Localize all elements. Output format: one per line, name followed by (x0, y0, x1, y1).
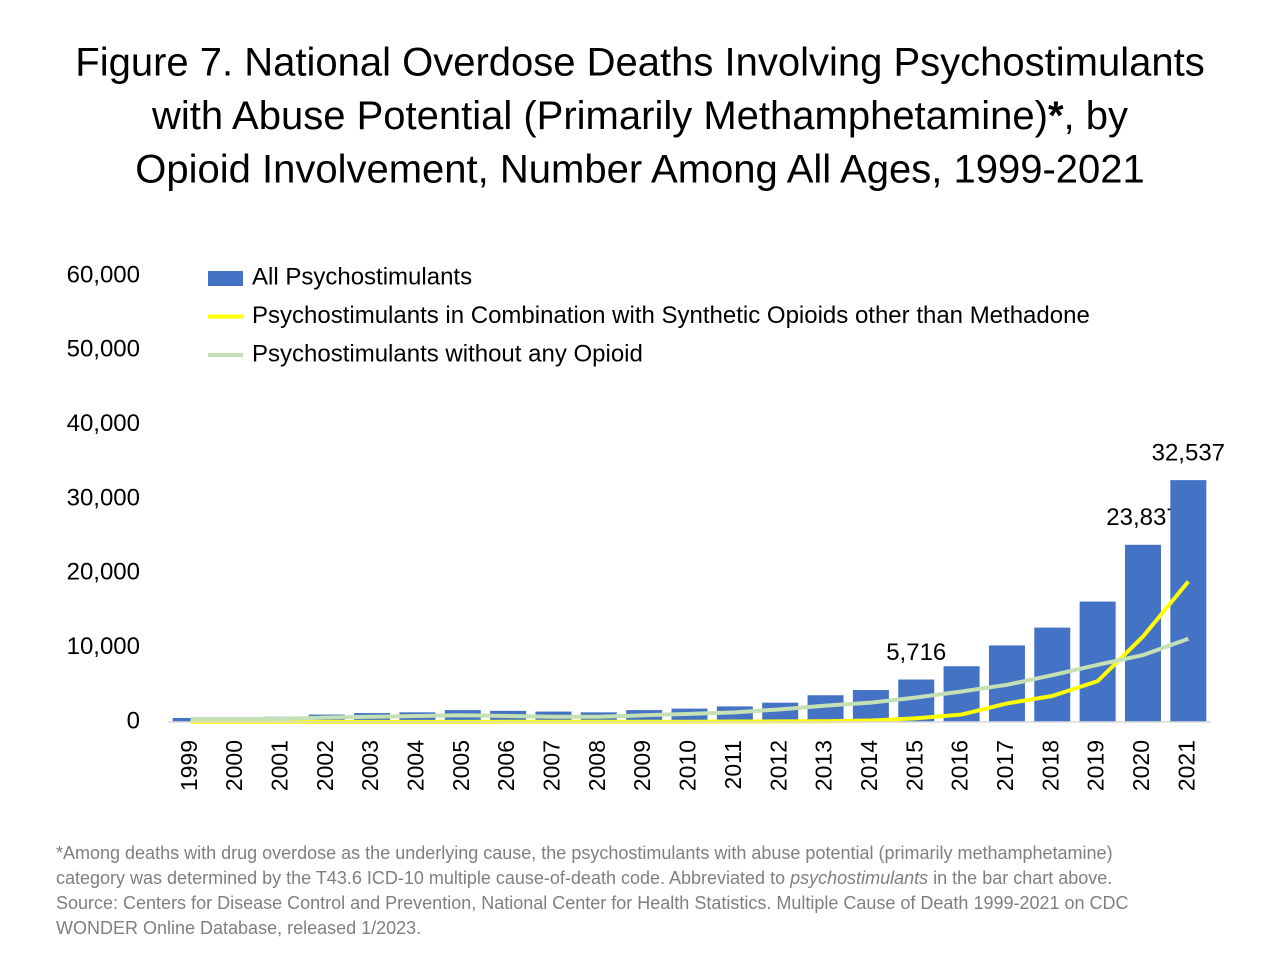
title-asterisk: * (1048, 94, 1064, 138)
x-tick-label: 2013 (811, 740, 837, 791)
data-label: 5,716 (886, 639, 946, 666)
y-tick-label: 20,000 (67, 559, 140, 586)
x-tick-label: 2003 (357, 740, 383, 791)
bar (762, 702, 799, 722)
x-tick-label: 2011 (720, 740, 746, 789)
x-tick-label: 2019 (1083, 740, 1109, 791)
legend-swatch (208, 271, 243, 286)
footnote-part: in the bar chart above. (928, 868, 1112, 888)
y-tick-label: 0 (127, 707, 140, 734)
y-tick-label: 40,000 (67, 410, 140, 437)
x-tick-label: 2002 (312, 740, 338, 791)
x-tick-label: 2014 (856, 740, 882, 791)
x-tick-label: 2020 (1128, 740, 1154, 791)
footnote: *Among deaths with drug overdose as the … (56, 843, 1129, 938)
y-tick-label: 10,000 (67, 633, 140, 660)
x-tick-label: 2009 (629, 740, 655, 791)
footnote-part: category was determined by the T43.6 ICD… (56, 868, 790, 888)
data-label: 32,537 (1152, 439, 1225, 466)
y-tick-label: 60,000 (67, 261, 140, 288)
legend-label: All Psychostimulants (252, 263, 472, 290)
y-tick-label: 30,000 (67, 484, 140, 511)
data-label: 23,837 (1106, 504, 1179, 531)
title-part: with Abuse Potential (Primarily Methamph… (151, 94, 1048, 138)
x-tick-label: 1999 (176, 740, 202, 791)
title-part: , by (1064, 94, 1128, 138)
x-tick-label: 2001 (266, 740, 292, 791)
x-tick-label: 2018 (1037, 740, 1063, 791)
footnote-line: *Among deaths with drug overdose as the … (56, 843, 1113, 863)
x-tick-label: 2021 (1173, 740, 1199, 791)
x-tick-label: 2012 (765, 740, 791, 791)
line (190, 636, 1190, 722)
x-tick-label: 2006 (493, 740, 519, 791)
bar (1170, 480, 1207, 722)
legend-label: Psychostimulants in Combination with Syn… (252, 302, 1090, 329)
x-tick-label: 2008 (584, 740, 610, 791)
x-tick-label: 2000 (221, 740, 247, 791)
x-tick-label: 2005 (448, 740, 474, 791)
footnote-line: Source: Centers for Disease Control and … (56, 893, 1129, 913)
x-tick-label: 2015 (901, 740, 927, 791)
x-tick-label: 2010 (675, 740, 701, 791)
y-tick-label: 50,000 (67, 336, 140, 363)
x-tick-label: 2017 (992, 740, 1018, 791)
x-tick-label: 2007 (539, 740, 565, 791)
footnote-line: WONDER Online Database, released 1/2023. (56, 918, 421, 938)
chart-title: Figure 7. National Overdose Deaths Invol… (75, 41, 1204, 85)
legend-label: Psychostimulants without any Opioid (252, 340, 643, 367)
x-tick-label: 2004 (402, 740, 428, 791)
footnote-line: category was determined by the T43.6 ICD… (56, 868, 1112, 888)
bar (852, 690, 889, 722)
chart-title: Opioid Involvement, Number Among All Age… (135, 148, 1145, 192)
chart-title: with Abuse Potential (Primarily Methamph… (151, 94, 1128, 138)
footnote-italic: psychostimulants (789, 868, 928, 888)
x-tick-label: 2016 (947, 740, 973, 791)
